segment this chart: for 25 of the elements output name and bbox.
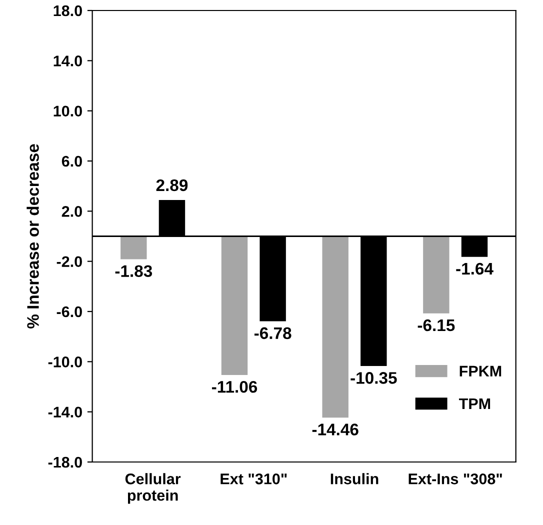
- y-tick-label: -10.0: [48, 356, 82, 368]
- y-tick-label: -18.0: [48, 456, 82, 468]
- y-tick-label: 6.0: [62, 156, 82, 167]
- y-tick-label: -6.0: [56, 306, 82, 318]
- y-tick-label: 10.0: [54, 106, 82, 117]
- legend-label: TPM: [458, 398, 490, 409]
- y-tick-label: 14.0: [54, 56, 82, 66]
- data-label: -1.83: [115, 265, 152, 278]
- y-axis-title: % Increase or decrease: [26, 144, 39, 328]
- data-label: -11.06: [212, 380, 258, 393]
- x-tick-label: Ext "310": [220, 474, 287, 484]
- y-tick-label: -2.0: [56, 256, 82, 268]
- data-label: -6.78: [254, 327, 292, 340]
- x-tick-label: Insulin: [330, 473, 378, 484]
- data-label: -1.64: [456, 262, 494, 275]
- data-label: -10.35: [350, 372, 397, 384]
- y-tick-label: 2.0: [62, 206, 82, 217]
- data-label: -14.46: [312, 424, 358, 436]
- x-tick-label: Cellular protein: [125, 473, 181, 504]
- legend-label: FPKM: [460, 366, 502, 376]
- x-tick-label: Ext-Ins "308": [408, 474, 502, 484]
- y-tick-label: 18.0: [54, 5, 82, 16]
- y-tick-label: -14.0: [48, 406, 82, 418]
- data-label: 2.89: [156, 179, 188, 192]
- data-label: -6.15: [418, 319, 455, 332]
